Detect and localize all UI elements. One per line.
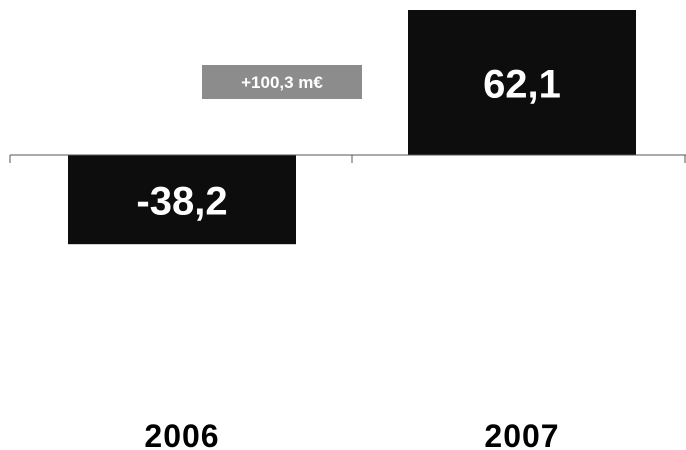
bar-value-label-2006: -38,2: [136, 180, 227, 224]
difference-annotation-box: [202, 65, 362, 99]
category-label-2006: 2006: [144, 418, 219, 450]
axis-ticks: [9, 155, 686, 163]
difference-annotation: +100,3 m€: [202, 65, 362, 99]
bar-2006: [68, 155, 296, 245]
bar-value-label-2007: 62,1: [483, 63, 561, 107]
difference-annotation-label: +100,3 m€: [241, 73, 323, 92]
bar-2007: [408, 10, 636, 155]
bars-layer: [68, 10, 636, 245]
labels-layer: -38,2 2006 62,1 2007: [136, 63, 561, 450]
category-label-2007: 2007: [484, 418, 559, 450]
